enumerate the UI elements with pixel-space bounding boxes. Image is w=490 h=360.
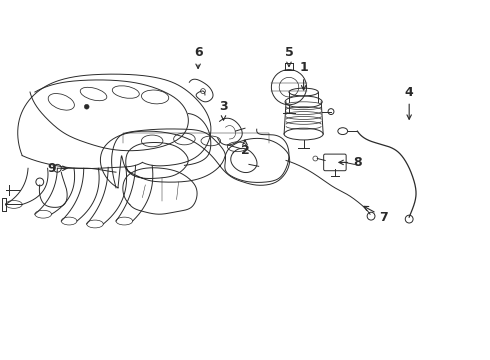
Text: 7: 7 [364,206,388,224]
Text: 8: 8 [339,156,362,169]
Text: 6: 6 [194,46,202,68]
Circle shape [84,104,89,109]
Text: 1: 1 [299,61,308,90]
Text: 4: 4 [405,86,414,119]
Text: 9: 9 [47,162,67,175]
Text: 5: 5 [285,46,294,67]
Text: 2: 2 [241,140,249,157]
Text: 3: 3 [219,100,228,120]
